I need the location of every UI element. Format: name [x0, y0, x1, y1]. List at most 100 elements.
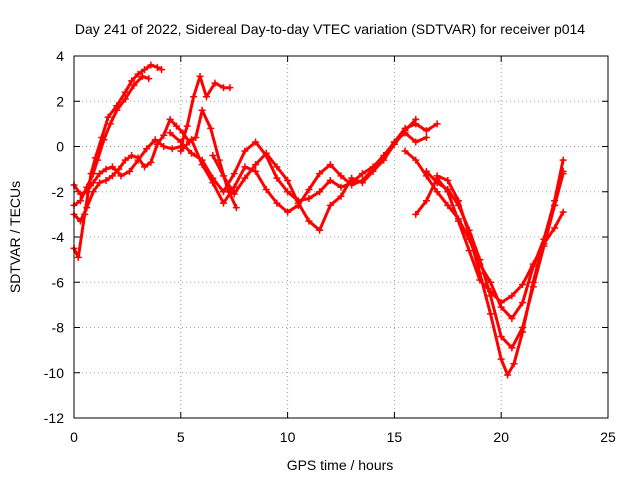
data-point [390, 140, 398, 148]
data-point [412, 115, 420, 123]
data-point [252, 161, 260, 169]
data-point [412, 210, 420, 218]
data-point [316, 188, 324, 196]
data-point [273, 199, 281, 207]
series-line [435, 158, 565, 377]
y-tick-label: -2 [52, 184, 65, 200]
data-point [519, 328, 527, 336]
series-layer [70, 61, 567, 379]
data-point [358, 170, 366, 178]
data-point [433, 179, 441, 187]
data-point [104, 113, 112, 121]
data-point [121, 88, 129, 96]
data-point [316, 170, 324, 178]
series-line [211, 117, 418, 232]
data-point [444, 176, 452, 184]
series-track-5 [166, 120, 441, 205]
data-point [412, 156, 420, 164]
data-point [158, 66, 166, 74]
data-point [262, 149, 270, 157]
data-point [487, 292, 495, 300]
data-point [140, 163, 148, 171]
data-point [93, 156, 101, 164]
data-point [83, 188, 91, 196]
series-line [72, 63, 164, 259]
data-point [76, 197, 84, 205]
data-point [83, 204, 91, 212]
series-line [72, 74, 151, 207]
data-point [454, 215, 462, 223]
data-point [529, 278, 537, 286]
data-point [140, 66, 148, 74]
data-point [551, 224, 559, 232]
data-point [316, 226, 324, 234]
data-point [232, 204, 240, 212]
data-point [160, 143, 168, 150]
data-point [168, 145, 176, 153]
data-point [166, 129, 174, 137]
series-line [72, 108, 238, 223]
data-point [117, 172, 125, 180]
data-point [145, 75, 153, 83]
data-point [173, 122, 181, 130]
data-point [465, 247, 473, 255]
series-track-10 [422, 167, 567, 352]
data-point [74, 253, 82, 261]
data-point [559, 208, 567, 216]
data-point [540, 235, 548, 243]
data-point [215, 156, 223, 164]
data-point [96, 170, 104, 178]
chart-title: Day 241 of 2022, Sidereal Day-to-day VTE… [75, 21, 585, 37]
data-point [326, 176, 334, 184]
data-point [273, 163, 281, 171]
data-point [209, 179, 217, 187]
x-tick-label: 25 [600, 429, 616, 445]
data-point [294, 199, 302, 207]
data-point [207, 124, 215, 132]
grid [74, 56, 608, 418]
data-point [130, 81, 138, 89]
series-track-4 [70, 72, 234, 198]
x-axis-label: GPS time / hours [287, 457, 394, 473]
data-point [510, 360, 518, 368]
data-point [487, 310, 495, 318]
data-point [226, 84, 234, 92]
data-point [134, 156, 142, 164]
data-point [106, 120, 114, 128]
data-point [192, 133, 200, 141]
data-point [422, 133, 430, 141]
y-tick-label: 4 [56, 48, 64, 64]
data-point [241, 163, 249, 171]
data-point [196, 72, 204, 80]
data-point [422, 197, 430, 205]
data-point [102, 165, 110, 173]
y-tick-label: -6 [52, 274, 65, 290]
data-point [113, 106, 121, 114]
data-point [252, 138, 260, 146]
x-tick-label: 0 [70, 429, 78, 445]
data-point [326, 161, 334, 169]
data-point [422, 167, 430, 175]
data-point [348, 174, 356, 182]
data-point [198, 106, 206, 114]
data-point [252, 167, 260, 175]
data-point [138, 72, 146, 80]
data-point [284, 188, 292, 196]
series-line [72, 74, 232, 196]
y-axis-label: SDTVAR / TECUs [7, 181, 23, 293]
data-point [166, 115, 174, 123]
data-point [358, 179, 366, 187]
data-point [433, 120, 441, 128]
data-point [153, 63, 161, 71]
data-point [151, 136, 159, 144]
data-point [121, 95, 129, 103]
data-point [230, 190, 238, 198]
x-tick-label: 15 [387, 429, 403, 445]
series-track-7 [209, 115, 420, 234]
data-point [433, 172, 441, 180]
data-point [241, 174, 249, 182]
data-point [89, 170, 97, 178]
data-point [422, 127, 430, 135]
data-point [220, 188, 228, 196]
